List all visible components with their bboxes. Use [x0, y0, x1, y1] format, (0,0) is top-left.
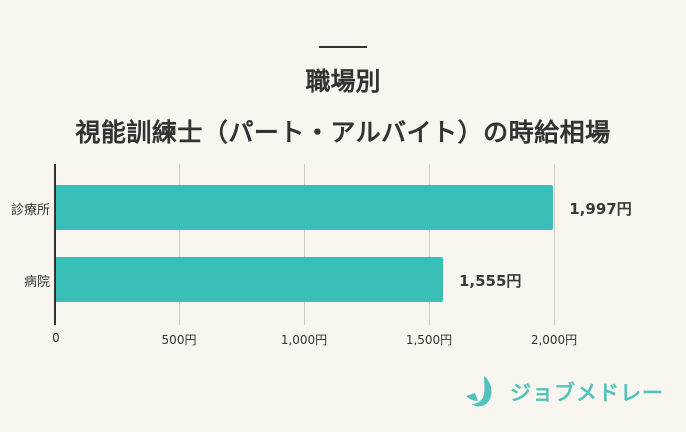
- gridline-1500: [429, 164, 430, 325]
- category-label-hospital: 病院: [23, 275, 50, 290]
- chart-title-line1: 職場別: [305, 67, 381, 96]
- x-tick-0: 0: [52, 331, 60, 345]
- jobmedley-logo-text: ジョブメドレー: [510, 381, 664, 405]
- jobmedley-logo-icon: [466, 376, 492, 407]
- bar-clinic: [55, 185, 554, 230]
- x-tick-1000: 1,000円: [280, 333, 328, 347]
- x-tick-2000: 2,000円: [530, 333, 578, 347]
- value-label-clinic: 1,997円: [569, 200, 632, 218]
- y-axis-line: [54, 164, 56, 325]
- bar-hospital: [55, 257, 443, 302]
- category-label-clinic: 診療所: [10, 203, 50, 218]
- gridline-1000: [304, 164, 305, 325]
- jobmedley-logo: ジョブメドレー: [464, 374, 664, 410]
- gridline-2000: [554, 164, 555, 325]
- chart-title-line2: 視能訓練士（パート・アルバイト）の時給相場: [75, 118, 611, 147]
- gridline-500: [179, 164, 180, 325]
- value-label-hospital: 1,555円: [458, 272, 522, 290]
- x-tick-1500: 1,500円: [405, 333, 453, 347]
- title-decoration-rule: [319, 46, 367, 48]
- x-tick-500: 500円: [161, 333, 197, 347]
